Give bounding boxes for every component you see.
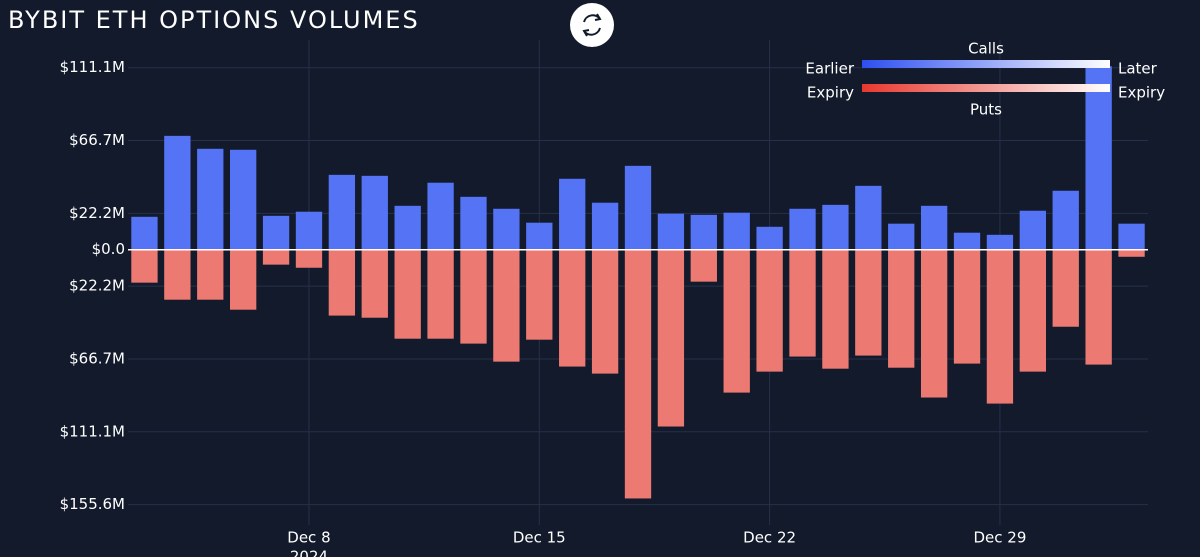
- bar: [624, 165, 652, 250]
- bar: [1052, 190, 1079, 250]
- x-tick-label: Dec 15: [513, 529, 566, 547]
- bar: [855, 185, 882, 250]
- y-tick-label: $155.6M: [60, 495, 125, 513]
- legend-gradient: [862, 60, 1110, 68]
- bar: [1085, 249, 1112, 365]
- legend-label: Puts: [970, 101, 1002, 119]
- bar: [1019, 249, 1046, 372]
- bar: [888, 249, 915, 368]
- bar: [493, 249, 520, 362]
- bar: [657, 249, 685, 427]
- bar: [197, 249, 224, 300]
- bar: [361, 175, 388, 250]
- bar: [164, 249, 191, 300]
- y-tick-label: $111.1M: [60, 58, 125, 76]
- bar: [789, 249, 816, 357]
- bar: [756, 226, 783, 250]
- bar: [690, 249, 717, 282]
- y-tick-label: $66.7M: [69, 131, 125, 149]
- bar: [822, 204, 849, 250]
- x-year-label: 2024: [290, 548, 328, 557]
- bar: [723, 249, 750, 393]
- bar: [295, 249, 323, 268]
- bar: [131, 249, 158, 283]
- bar: [591, 249, 619, 374]
- bar: [328, 249, 356, 316]
- bar: [723, 212, 750, 250]
- bar: [230, 249, 257, 310]
- bar: [295, 211, 323, 250]
- x-tick-label: Dec 8: [287, 529, 330, 547]
- bar: [460, 196, 487, 250]
- bar: [1019, 210, 1046, 250]
- legend-end: Later: [1118, 60, 1158, 78]
- bar: [197, 148, 224, 250]
- bar: [164, 135, 191, 250]
- bar: [756, 249, 783, 372]
- bar: [427, 182, 454, 250]
- bar: [361, 249, 388, 318]
- legend-gradient: [862, 84, 1110, 92]
- bar: [460, 249, 487, 344]
- legend-start: Expiry: [807, 84, 854, 102]
- bar: [394, 249, 421, 339]
- refresh-circle[interactable]: [570, 3, 614, 47]
- bar: [591, 202, 619, 250]
- bar: [657, 213, 685, 250]
- bar: [855, 249, 882, 356]
- bar: [822, 249, 849, 369]
- bar: [920, 249, 948, 398]
- bar: [394, 205, 421, 250]
- refresh-icon[interactable]: [582, 13, 602, 37]
- bar: [559, 178, 586, 250]
- bar: [986, 234, 1014, 250]
- bar: [427, 249, 454, 339]
- bar: [986, 249, 1014, 404]
- bar: [1085, 66, 1112, 250]
- legend-label: Calls: [968, 40, 1004, 58]
- x-tick-label: Dec 22: [743, 529, 796, 547]
- y-tick-label: $0.0: [92, 240, 125, 258]
- bar: [1052, 249, 1079, 327]
- y-tick-label: $66.7M: [69, 350, 125, 368]
- bar: [493, 208, 520, 250]
- bar: [789, 208, 816, 250]
- x-tick-label: Dec 29: [973, 529, 1026, 547]
- bar: [920, 205, 948, 250]
- y-tick-label: $111.1M: [60, 422, 125, 440]
- bar: [888, 223, 915, 250]
- bar: [262, 249, 290, 265]
- y-tick-label: $22.2M: [69, 204, 125, 222]
- bar: [559, 249, 586, 367]
- bar: [1118, 223, 1145, 250]
- bar: [690, 214, 717, 250]
- legend-end: Expiry: [1118, 84, 1165, 102]
- bar: [526, 222, 553, 250]
- bar: [526, 249, 553, 340]
- bar: [328, 174, 356, 250]
- legend-start: Earlier: [805, 60, 854, 78]
- y-tick-label: $22.2M: [69, 277, 125, 295]
- chart-title: BYBIT ETH OPTIONS VOLUMES: [8, 6, 420, 34]
- bar: [262, 215, 290, 250]
- bar: [1118, 249, 1145, 257]
- bar: [131, 216, 158, 250]
- bar: [953, 249, 981, 364]
- bar: [230, 149, 257, 250]
- bar: [953, 232, 981, 250]
- refresh-button[interactable]: [570, 3, 614, 47]
- bar: [624, 249, 652, 499]
